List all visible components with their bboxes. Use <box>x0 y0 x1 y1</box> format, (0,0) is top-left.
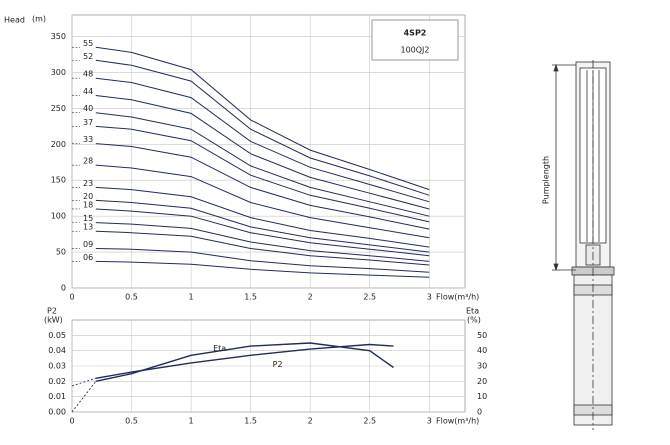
y-tick-label: 350 <box>51 32 66 41</box>
curve-extrapolation <box>71 381 97 413</box>
y2-tick-label: 50 <box>477 331 487 340</box>
series-label: 44 <box>83 87 93 96</box>
x-tick-label: 0.5 <box>125 417 138 426</box>
y2-axis-unit: (%) <box>467 316 481 325</box>
x-tick-label: 2.5 <box>363 417 376 426</box>
y2-tick-label: 0 <box>477 408 482 417</box>
y-tick-label: 200 <box>51 140 66 149</box>
y-axis-label: Head <box>4 16 25 25</box>
series-label: 13 <box>83 223 93 232</box>
series-label: 33 <box>83 135 93 144</box>
x-tick-label: 0 <box>69 293 74 302</box>
series-label: 23 <box>83 179 93 188</box>
series-label: Eta <box>213 344 226 353</box>
curve <box>95 343 394 379</box>
curve <box>95 199 430 253</box>
series-label: 20 <box>83 192 93 201</box>
curve-extrapolation <box>71 377 96 387</box>
x-axis-label: Flow(m³/h) <box>436 293 479 302</box>
pump-drawing <box>552 60 615 430</box>
y-tick-label: 100 <box>51 212 66 221</box>
x-tick-label: 1 <box>189 417 194 426</box>
curve <box>95 112 430 217</box>
curve <box>95 77 430 203</box>
y-tick-label: 50 <box>56 248 66 257</box>
series-label: 40 <box>83 104 93 113</box>
chart-subtitle: 100QJ2 <box>400 46 429 55</box>
x-tick-label: 3 <box>427 417 432 426</box>
y-axis-unit: (kW) <box>44 316 63 325</box>
y-axis-unit: (m) <box>32 15 46 24</box>
curve <box>95 95 430 210</box>
y-tick-label: 0.03 <box>48 362 66 371</box>
x-tick-label: 2 <box>308 293 313 302</box>
y-tick-label: 0 <box>61 284 66 293</box>
y-tick-label: 150 <box>51 176 66 185</box>
x-tick-label: 3 <box>427 293 432 302</box>
curve <box>95 125 430 223</box>
x-tick-label: 1.5 <box>244 293 257 302</box>
x-tick-label: 0.5 <box>125 293 138 302</box>
y-tick-label: 0.02 <box>48 377 66 386</box>
pump-length-label: Pumplength <box>542 156 551 204</box>
curve <box>95 230 430 266</box>
title-box <box>371 19 459 61</box>
curve <box>95 59 430 196</box>
series-label: 37 <box>83 118 93 127</box>
y2-tick-label: 10 <box>477 392 487 401</box>
curve <box>95 260 430 278</box>
curve <box>95 248 430 273</box>
y-tick-label: 300 <box>51 68 66 77</box>
curve <box>95 208 430 257</box>
curve <box>95 186 430 248</box>
curve <box>95 46 430 191</box>
series-label: 09 <box>83 240 93 249</box>
y-tick-label: 0.05 <box>48 331 66 340</box>
x-tick-label: 2.5 <box>363 293 376 302</box>
series-label: 52 <box>83 52 93 61</box>
y-tick-label: 250 <box>51 104 66 113</box>
x-tick-label: 1 <box>189 293 194 302</box>
y-axis-label: P2 <box>47 307 57 316</box>
series-label: 55 <box>83 39 93 48</box>
y2-tick-label: 40 <box>477 346 487 355</box>
y-tick-label: 0.01 <box>48 392 66 401</box>
y2-tick-label: 30 <box>477 362 487 371</box>
x-tick-label: 0 <box>69 417 74 426</box>
curve <box>95 143 430 230</box>
curve <box>95 222 430 262</box>
series-label: 48 <box>83 70 93 79</box>
x-axis-label: Flow(m³/h) <box>436 417 479 426</box>
series-label: 15 <box>83 214 93 223</box>
curve <box>95 164 430 239</box>
y2-tick-label: 20 <box>477 377 487 386</box>
series-label: 18 <box>83 200 93 209</box>
y2-axis-label: Eta <box>466 307 479 316</box>
y-tick-label: 0.00 <box>48 408 66 417</box>
curve <box>95 342 394 382</box>
chart-title: 4SP2 <box>404 29 427 38</box>
y-tick-label: 0.04 <box>48 346 66 355</box>
series-label: 06 <box>83 253 93 262</box>
x-tick-label: 1.5 <box>244 417 257 426</box>
x-tick-label: 2 <box>308 417 313 426</box>
series-label: 28 <box>83 157 93 166</box>
series-label: P2 <box>273 360 283 369</box>
